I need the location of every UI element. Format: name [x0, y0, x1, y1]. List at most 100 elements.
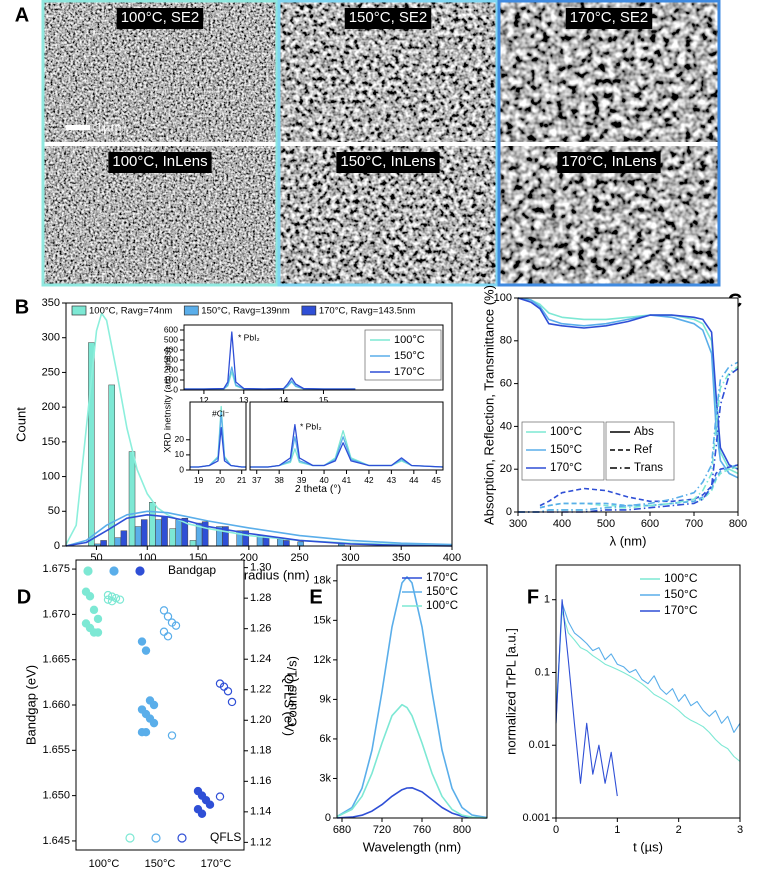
- data-point: [85, 592, 95, 601]
- y-tick-label: 18k: [313, 575, 331, 587]
- data-point: [197, 809, 207, 818]
- data-line: [65, 514, 453, 547]
- bar: [120, 530, 128, 547]
- legend-swatch: [125, 833, 135, 843]
- chart: 1.645 1.650 1.655 1.660 1.665 1.670 1.675 1.12 1…: [23, 559, 297, 870]
- legend-label: Bandgap: [168, 563, 216, 577]
- bar: [100, 540, 107, 547]
- bar: [283, 540, 290, 547]
- scale-bar-label: 1µm: [96, 119, 122, 134]
- x-tick-label: 2: [676, 824, 682, 836]
- bar: [128, 451, 136, 547]
- legend-swatch: [177, 833, 187, 843]
- plot-frame: [336, 564, 488, 819]
- bar: [114, 537, 122, 547]
- y-tick-label: 10: [175, 449, 185, 459]
- chart: 19 20 21 0 10 20 #Cl⁻: [175, 401, 247, 485]
- data-point: [215, 792, 225, 801]
- y-tick-label: 40: [500, 420, 512, 432]
- bar: [161, 516, 168, 547]
- y-tick-label: 20: [500, 463, 512, 475]
- data-point: [223, 687, 233, 696]
- legend-label: 170°C: [394, 366, 425, 378]
- y2-tick-label: 1.26: [250, 623, 271, 635]
- data-point: [103, 590, 113, 600]
- bar: [134, 526, 142, 547]
- plot-area: [556, 565, 740, 818]
- legend-swatch: [183, 305, 199, 316]
- data-line: [555, 599, 618, 797]
- y-tick-label: 9k: [319, 693, 331, 705]
- legend-swatch: [301, 305, 317, 316]
- x-tick-label: 760: [413, 824, 431, 836]
- label-background: [116, 8, 204, 29]
- plot-frame: [517, 297, 739, 513]
- label-background: [557, 152, 661, 173]
- data-point: [137, 637, 147, 646]
- plot-frame: [189, 401, 247, 471]
- data-line: [336, 576, 488, 819]
- y-tick-label: 250: [42, 366, 60, 378]
- y-tick-label: 50: [48, 505, 60, 517]
- panel-label: D: [17, 586, 31, 608]
- y-tick-label: 0: [179, 464, 184, 474]
- data-point: [163, 632, 173, 641]
- y2-tick-label: 1.20: [250, 714, 271, 726]
- y-axis-label: XRD inetnsity (arb. units): [163, 347, 174, 453]
- y2-tick-label: 1.18: [250, 745, 271, 757]
- legend-swatch: [83, 566, 93, 576]
- y2-tick-label: 1.24: [250, 653, 271, 665]
- y-tick-label: 15k: [313, 614, 331, 626]
- x-axis-label: Wavelength (nm): [363, 839, 462, 854]
- x-axis-label: t (µs): [633, 839, 663, 854]
- plot-content: [555, 599, 741, 797]
- y-tick-label: 1: [544, 594, 550, 606]
- data-line: [539, 464, 739, 509]
- legend-swatch: [71, 305, 87, 316]
- y-tick-label: 0.1: [535, 666, 550, 678]
- data-line: [517, 297, 739, 470]
- x-tick-label: 39: [297, 475, 307, 485]
- data-point: [107, 597, 117, 606]
- y-tick-label: 6k: [319, 733, 331, 745]
- bar: [149, 502, 156, 547]
- x-tick-label: 150°C: [145, 858, 176, 870]
- x-tick-label: 44: [409, 475, 419, 485]
- image-label: 100°C, SE2: [121, 9, 200, 26]
- y-tick-label: 0: [506, 506, 512, 518]
- bar: [175, 519, 183, 547]
- x-tick-label: 19: [194, 475, 204, 485]
- x-tick-label: 15: [319, 395, 329, 405]
- y-tick-label: 1.660: [42, 699, 70, 711]
- bar: [297, 541, 304, 547]
- y-axis-label: Bandgap (eV): [23, 665, 38, 745]
- x-tick-label: 21: [237, 475, 247, 485]
- y2-axis-label: QFLS (eV): [282, 674, 297, 736]
- y-tick-label: 0.01: [529, 739, 550, 751]
- legend-label: 170°C: [550, 462, 582, 474]
- bar: [277, 538, 284, 547]
- legend-label: 170°C: [426, 572, 458, 584]
- x-tick-label: 800: [453, 824, 471, 836]
- x-tick-label: 300: [509, 518, 527, 530]
- y-tick-label: 200: [42, 401, 60, 413]
- image-border: [41, 0, 279, 287]
- legend-label: 150°C: [426, 586, 458, 598]
- x-tick-label: 43: [387, 475, 397, 485]
- bar: [189, 540, 197, 547]
- data-line: [336, 787, 488, 819]
- y2-tick-label: 1.14: [250, 806, 271, 818]
- x-tick-label: 40: [319, 475, 329, 485]
- label-background: [344, 8, 432, 29]
- x-tick-label: 13: [239, 395, 249, 405]
- plot-frame: [249, 401, 444, 471]
- y-tick-label: 350: [42, 297, 60, 309]
- x-tick-label: 350: [392, 552, 410, 564]
- y-tick-label: 150: [42, 436, 60, 448]
- legend-label: 100°C: [550, 426, 582, 438]
- y2-tick-label: 1.16: [250, 775, 271, 787]
- data-point: [227, 697, 237, 707]
- annotation: #Cl⁻: [212, 408, 229, 418]
- panel-label: F: [527, 586, 539, 608]
- y-tick-label: 100: [42, 470, 60, 482]
